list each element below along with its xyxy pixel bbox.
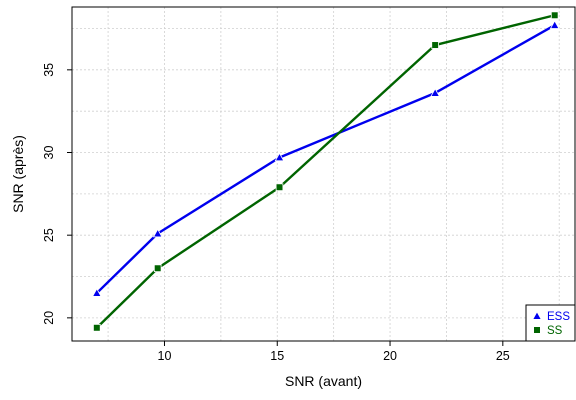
legend-ess-marker	[532, 310, 542, 320]
y-tick-label: 25	[42, 228, 56, 242]
y-axis-label: SNR (après)	[10, 135, 26, 213]
axis-ticks: 10 15 20 25 20 25 30 35	[42, 63, 510, 363]
series-ess-point	[91, 288, 102, 297]
legend-ss-label: SS	[547, 325, 563, 337]
x-tick-label: 20	[383, 349, 397, 363]
legend-box	[525, 304, 576, 342]
y-tick-label: 20	[42, 311, 56, 325]
series-ss-point	[550, 11, 559, 20]
series-ess-point	[549, 20, 560, 29]
series-ss	[93, 11, 559, 332]
series-ess	[91, 20, 560, 297]
series-ess-line	[95, 24, 556, 294]
series-layer	[91, 11, 560, 332]
plot-frame	[71, 6, 576, 342]
x-axis-label: SNR (avant)	[285, 373, 362, 389]
legend-ss-marker	[533, 326, 541, 334]
series-ss-point	[431, 41, 439, 49]
x-tick-label: 25	[496, 349, 510, 363]
legend-ess-label: ESS	[547, 311, 570, 323]
y-tick-label: 30	[42, 146, 56, 160]
x-tick-label: 15	[270, 349, 284, 363]
y-tick-label: 35	[42, 63, 56, 77]
series-ess-point	[430, 87, 441, 97]
series-ss-line	[95, 14, 555, 329]
series-ess-point	[152, 228, 163, 238]
series-ess-point	[274, 152, 285, 162]
x-tick-label: 10	[158, 349, 172, 363]
series-ss-point	[275, 183, 284, 192]
legend: ESS SS	[525, 304, 576, 342]
series-ss-point	[93, 323, 101, 332]
legend-items: ESS SS	[532, 310, 570, 337]
series-ss-point	[153, 264, 162, 273]
